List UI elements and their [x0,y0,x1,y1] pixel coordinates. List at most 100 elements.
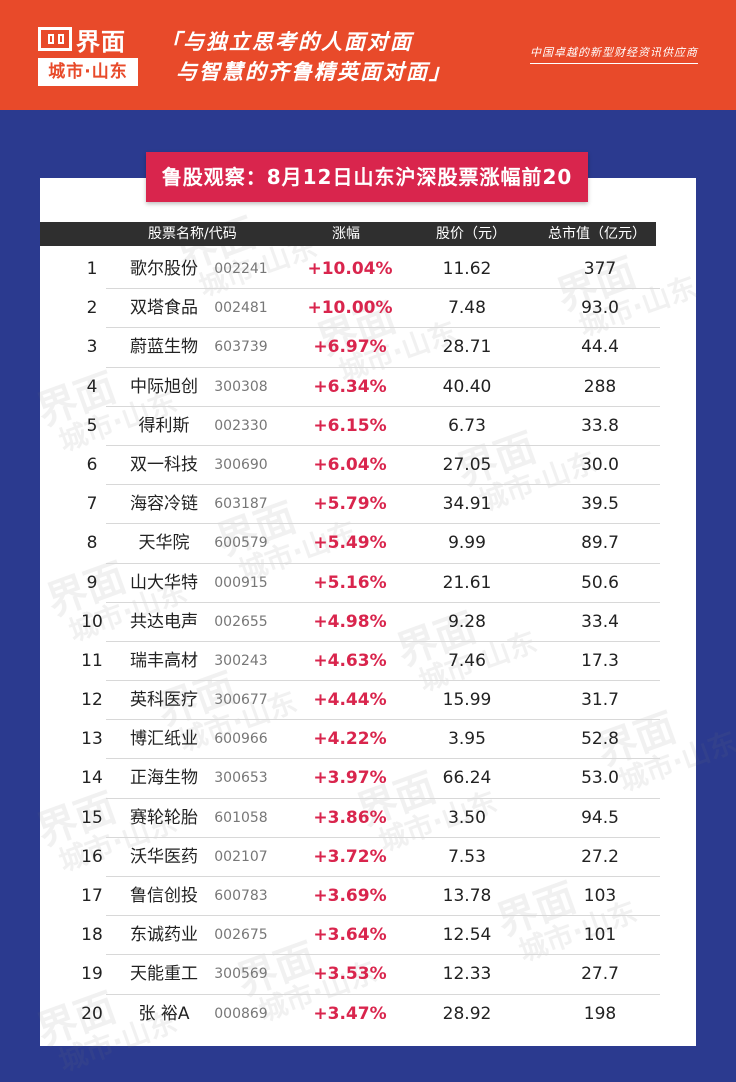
brand-logo: 界面 城市·山东 [38,24,138,86]
stock-price: 7.46 [448,650,486,671]
market-cap: 30.0 [581,454,619,475]
stock-name: 蔚蓝生物 [130,337,198,358]
tagline: 中国卓越的新型财经资讯供应商 [530,44,698,64]
market-cap: 103 [583,886,617,906]
stock-name: 山大华特 [130,572,198,593]
row-rank: 6 [86,454,98,475]
stock-name: 东诚药业 [130,925,198,946]
change-percent: +3.97% [313,768,387,789]
row-rank: 20 [81,1003,103,1024]
row-rank: 7 [86,494,98,515]
table-row: 14 正海生物 300653 +3.97% 66.24 53.0 [40,759,660,799]
market-cap: 27.2 [581,846,619,867]
change-percent: +4.63% [313,650,387,671]
stock-code: 600579 [214,535,268,552]
stock-price: 66.24 [442,768,492,789]
row-rank: 10 [81,611,103,632]
row-rank: 16 [81,846,103,867]
row-rank: 13 [81,729,103,750]
stock-price: 34.91 [442,494,492,515]
stock-name: 歌尔股份 [130,259,198,279]
stock-name: 双一科技 [130,454,198,475]
col-header-price: 股价（元） [436,226,506,242]
market-cap: 44.4 [581,337,619,358]
change-percent: +3.69% [313,886,387,906]
table-row: 11 瑞丰高材 300243 +4.63% 7.46 17.3 [40,642,660,682]
market-cap: 94.5 [581,807,619,828]
logo-mark-icon [38,27,72,51]
row-rank: 14 [81,768,103,789]
stock-name: 双塔食品 [130,298,198,319]
stock-code: 603739 [214,339,268,356]
stock-price: 7.48 [448,298,486,319]
logo-city: 城市·山东 [38,58,138,86]
stock-name: 中际旭创 [130,376,198,397]
stock-name: 博汇纸业 [130,729,198,750]
change-percent: +10.00% [307,298,393,319]
market-cap: 101 [583,925,617,946]
change-percent: +6.34% [313,376,387,397]
change-percent: +3.53% [313,964,387,985]
table-row: 5 得利斯 002330 +6.15% 6.73 33.8 [40,407,660,447]
stock-code: 000915 [214,574,268,591]
stock-code: 300653 [214,770,268,787]
stock-name: 赛轮轮胎 [130,807,198,828]
stock-price: 6.73 [448,415,486,436]
change-percent: +4.44% [313,690,387,711]
table-row: 12 英科医疗 300677 +4.44% 15.99 31.7 [40,681,660,721]
row-rank: 15 [81,807,103,828]
change-percent: +10.04% [307,259,393,279]
stock-name: 鲁信创投 [130,886,198,906]
stock-name: 沃华医药 [130,846,198,867]
logo-name: 界面 [76,27,126,56]
row-rank: 17 [81,886,103,906]
table-row: 13 博汇纸业 600966 +4.22% 3.95 52.8 [40,720,660,760]
stock-name: 海容冷链 [130,494,198,515]
stock-code: 300308 [214,378,268,395]
page-title: 鲁股观察：8月12日山东沪深股票涨幅前20 [146,152,588,202]
market-cap: 39.5 [581,494,619,515]
market-cap: 17.3 [581,650,619,671]
content-card [40,178,696,1046]
table-row: 9 山大华特 000915 +5.16% 21.61 50.6 [40,564,660,603]
stock-code: 300690 [214,456,268,473]
row-rank: 18 [81,925,103,946]
change-percent: +6.97% [313,337,387,358]
row-rank: 5 [86,415,98,436]
stock-code: 601058 [214,809,268,826]
table-row: 10 共达电声 002655 +4.98% 9.28 33.4 [40,603,660,643]
market-cap: 53.0 [581,768,619,789]
change-percent: +3.64% [313,925,387,946]
stock-price: 12.33 [442,964,492,985]
stock-code: 002107 [214,848,268,865]
col-header-market-cap: 总市值（亿元） [548,226,646,242]
stock-code: 600783 [214,888,268,904]
stock-name: 共达电声 [130,611,198,632]
row-rank: 4 [86,376,98,397]
table-row: 18 东诚药业 002675 +3.64% 12.54 101 [40,916,660,956]
col-header-change: 涨幅 [332,226,360,242]
change-percent: +6.15% [313,415,387,436]
table-row: 19 天能重工 300569 +3.53% 12.33 27.7 [40,955,660,995]
change-percent: +3.47% [313,1003,387,1024]
stock-price: 11.62 [442,259,492,279]
table-row: 1 歌尔股份 002241 +10.04% 11.62 377 [40,250,660,290]
stock-name: 天能重工 [130,964,198,985]
stock-price: 28.92 [442,1003,492,1024]
slogan-line-2: 与智慧的齐鲁精英面对面」 [176,60,452,84]
market-cap: 377 [583,259,617,279]
market-cap: 50.6 [581,572,619,593]
stock-name: 张 裕A [138,1003,190,1024]
market-cap: 33.8 [581,415,619,436]
market-cap: 93.0 [581,298,619,319]
row-rank: 11 [81,650,103,671]
stock-price: 3.50 [448,807,486,828]
stock-code: 002330 [214,417,268,434]
stock-price: 15.99 [442,690,492,711]
change-percent: +4.22% [313,729,387,750]
market-cap: 89.7 [581,533,619,554]
stock-price: 12.54 [442,925,492,946]
row-rank: 3 [86,337,98,358]
stock-code: 002481 [214,300,268,317]
row-rank: 9 [86,572,98,593]
